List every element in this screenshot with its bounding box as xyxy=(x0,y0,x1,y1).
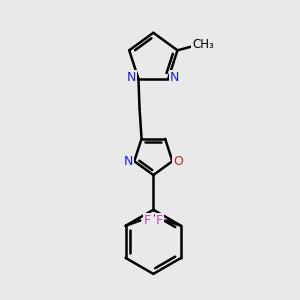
Text: CH₃: CH₃ xyxy=(192,38,214,52)
Text: N: N xyxy=(127,71,136,84)
Text: O: O xyxy=(173,155,183,168)
Text: N: N xyxy=(170,71,180,84)
Text: F: F xyxy=(156,214,163,227)
Text: N: N xyxy=(124,155,133,168)
Text: F: F xyxy=(143,214,151,227)
